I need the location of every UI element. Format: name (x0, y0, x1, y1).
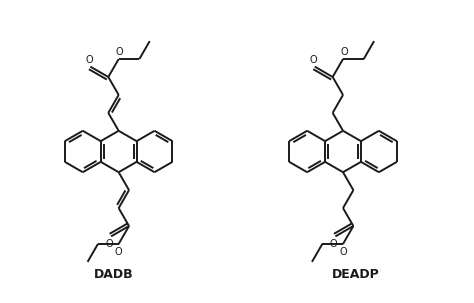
Text: O: O (115, 247, 122, 257)
Text: O: O (329, 239, 337, 249)
Text: O: O (340, 47, 348, 57)
Text: O: O (339, 247, 347, 257)
Text: DADB: DADB (94, 268, 134, 281)
Text: O: O (105, 239, 113, 249)
Text: O: O (86, 55, 93, 65)
Text: O: O (310, 55, 318, 65)
Text: DEADP: DEADP (331, 268, 379, 281)
Text: O: O (116, 47, 123, 57)
